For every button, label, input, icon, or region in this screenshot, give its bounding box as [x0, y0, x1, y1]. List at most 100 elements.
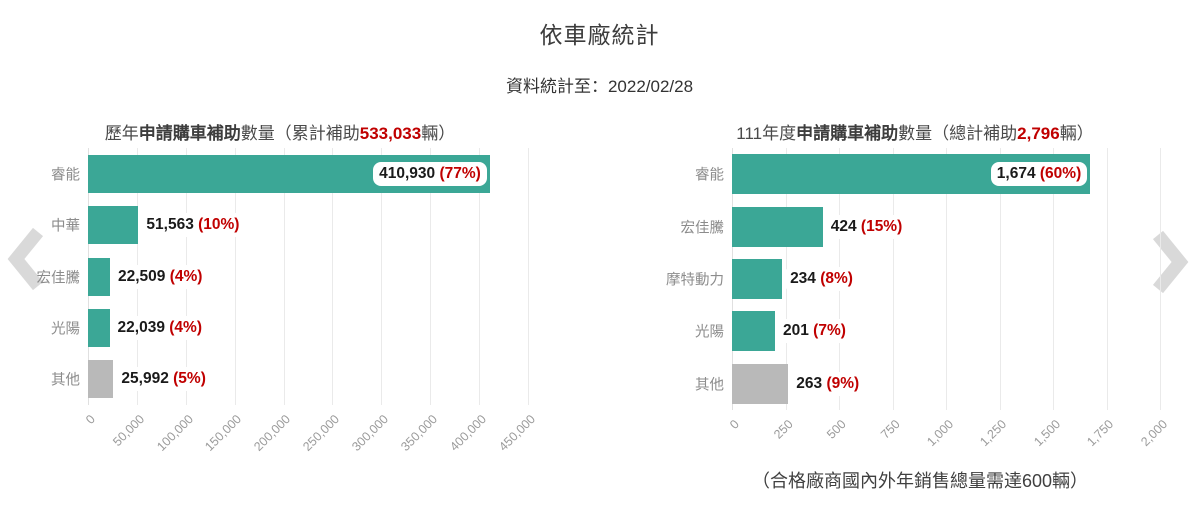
category-label: 光陽 — [51, 321, 80, 338]
gridline — [946, 148, 947, 410]
value-percent: (5%) — [173, 370, 206, 388]
x-tick-label: 250,000 — [300, 412, 343, 454]
value-percent: (8%) — [820, 270, 853, 287]
value-label: 263 (9%) — [790, 371, 866, 396]
bar — [732, 206, 823, 247]
bar — [732, 259, 783, 299]
right-chart-footnote: （合格廠商國內外年銷售總量需達600輛） — [751, 471, 1089, 491]
x-tick-label: 1,250 — [977, 417, 1010, 450]
gridline — [332, 148, 334, 405]
value-percent: (15%) — [860, 217, 903, 235]
category-label: 宏佳騰 — [680, 220, 725, 237]
gridline — [528, 148, 529, 405]
x-tick-label: 100,000 — [153, 412, 196, 454]
value-number: 201 — [783, 322, 814, 340]
x-tick-label: 500 — [824, 417, 849, 442]
title-segment: 數量（總計補助 — [898, 124, 1018, 143]
bar-row: 睿能 1,674 (60%) — [695, 154, 1160, 195]
right-bar-chart: 0 250 500 750 1,000 1,250 1,500 1,750 2,000 睿能 1,6… — [666, 148, 1170, 449]
x-tick-label: 250 — [770, 417, 796, 442]
value-label: 234 (8%) — [784, 267, 859, 291]
bar-row: 睿能 410,930 (77%) — [51, 154, 528, 193]
value-number: 234 — [790, 270, 821, 287]
title-segment: 歷年 — [104, 124, 139, 143]
value-number: 410,930 — [379, 164, 440, 182]
bar — [732, 363, 789, 404]
value-number: 51,563 — [146, 216, 199, 234]
value-percent: (9%) — [826, 374, 860, 392]
gridline — [1106, 148, 1108, 410]
gridline — [479, 148, 481, 405]
category-label: 光陽 — [695, 324, 724, 341]
category-label: 其他 — [695, 377, 724, 394]
bar-row: 摩特動力 234 (8%) — [666, 259, 1160, 299]
title-segment: 111年度 — [736, 124, 797, 143]
x-tick-label: 50,000 — [109, 412, 147, 449]
x-tick-label: 300,000 — [349, 412, 392, 454]
value-percent: (60%) — [1039, 165, 1082, 183]
bar — [732, 311, 775, 352]
value-label: 201 (7%) — [777, 319, 852, 344]
title-total-value: 533,033 — [359, 124, 422, 143]
x-tick-label: 350,000 — [398, 412, 441, 454]
bar-row: 其他 263 (9%) — [695, 363, 1160, 404]
value-label: 22,039 (4%) — [111, 315, 208, 340]
title-total-value: 2,796 — [1017, 124, 1060, 143]
gridline — [892, 148, 894, 410]
value-number: 263 — [796, 374, 827, 392]
value-number: 22,039 — [117, 318, 170, 336]
x-tick-label: 2,000 — [1137, 417, 1170, 450]
x-tick-label: 200,000 — [251, 412, 294, 454]
x-tick-label: 750 — [877, 417, 903, 442]
value-number: 22,509 — [118, 267, 170, 285]
bar-row: 光陽 201 (7%) — [695, 311, 1160, 352]
value-label: 22,509 (4%) — [112, 264, 209, 289]
x-tick-label: 1,500 — [1030, 417, 1063, 450]
title-segment: 輛） — [1059, 124, 1094, 143]
left-bar-chart: 0 50,000 100,000 150,000 200,000 250,000 300,0… — [37, 148, 538, 454]
value-percent: (7%) — [813, 322, 846, 340]
x-tick-label: 0 — [727, 417, 742, 432]
title-segment-bold: 申請購車補助 — [796, 124, 899, 143]
value-number: 25,992 — [121, 370, 174, 388]
value-label: 424 (15%) — [824, 214, 909, 239]
bar — [88, 206, 139, 245]
title-segment: 輛） — [421, 124, 456, 143]
gridline — [430, 148, 432, 405]
x-tick-label: 1,000 — [923, 417, 956, 450]
category-label: 摩特動力 — [666, 272, 724, 289]
gridline — [283, 148, 285, 405]
x-tick-label: 150,000 — [202, 412, 245, 454]
value-number: 424 — [830, 217, 861, 235]
carousel-prev-icon[interactable] — [5, 225, 47, 293]
category-label: 中華 — [51, 218, 80, 235]
right-chart-title: 111年度申請購車補助數量（總計補助2,796輛） — [655, 119, 1175, 144]
bar-row: 中華 51,563 (10%) — [51, 206, 528, 245]
x-tick-label: 0 — [83, 412, 98, 427]
category-label: 宏佳騰 — [36, 270, 81, 286]
value-percent: (4%) — [169, 318, 202, 336]
category-label: 睿能 — [695, 167, 724, 184]
page-title: 依車廠統計 — [539, 22, 660, 48]
carousel-next-icon[interactable] — [1149, 228, 1191, 296]
x-tick-label: 400,000 — [447, 412, 490, 454]
bar — [88, 360, 114, 399]
data-date-subtitle: 資料統計至：2022/02/28 — [505, 77, 694, 96]
x-tick-label: 1,750 — [1084, 417, 1117, 450]
bar-row: 宏佳騰 22,509 (4%) — [37, 257, 528, 296]
value-label: 410,930 (77%) — [373, 161, 487, 186]
bar-row: 光陽 22,039 (4%) — [51, 308, 528, 347]
bar — [88, 308, 110, 347]
title-segment: 數量（累計補助 — [240, 124, 360, 143]
x-tick-label: 450,000 — [496, 412, 538, 454]
value-label: 1,674 (60%) — [990, 162, 1088, 187]
value-label: 25,992 (5%) — [115, 367, 212, 392]
value-percent: (77%) — [439, 164, 481, 182]
category-label: 其他 — [51, 372, 80, 389]
gridline — [381, 148, 383, 405]
title-segment-bold: 申請購車補助 — [138, 124, 241, 143]
value-label: 51,563 (10%) — [140, 213, 246, 238]
gridline — [1053, 148, 1054, 410]
value-number: 1,674 — [996, 165, 1040, 183]
